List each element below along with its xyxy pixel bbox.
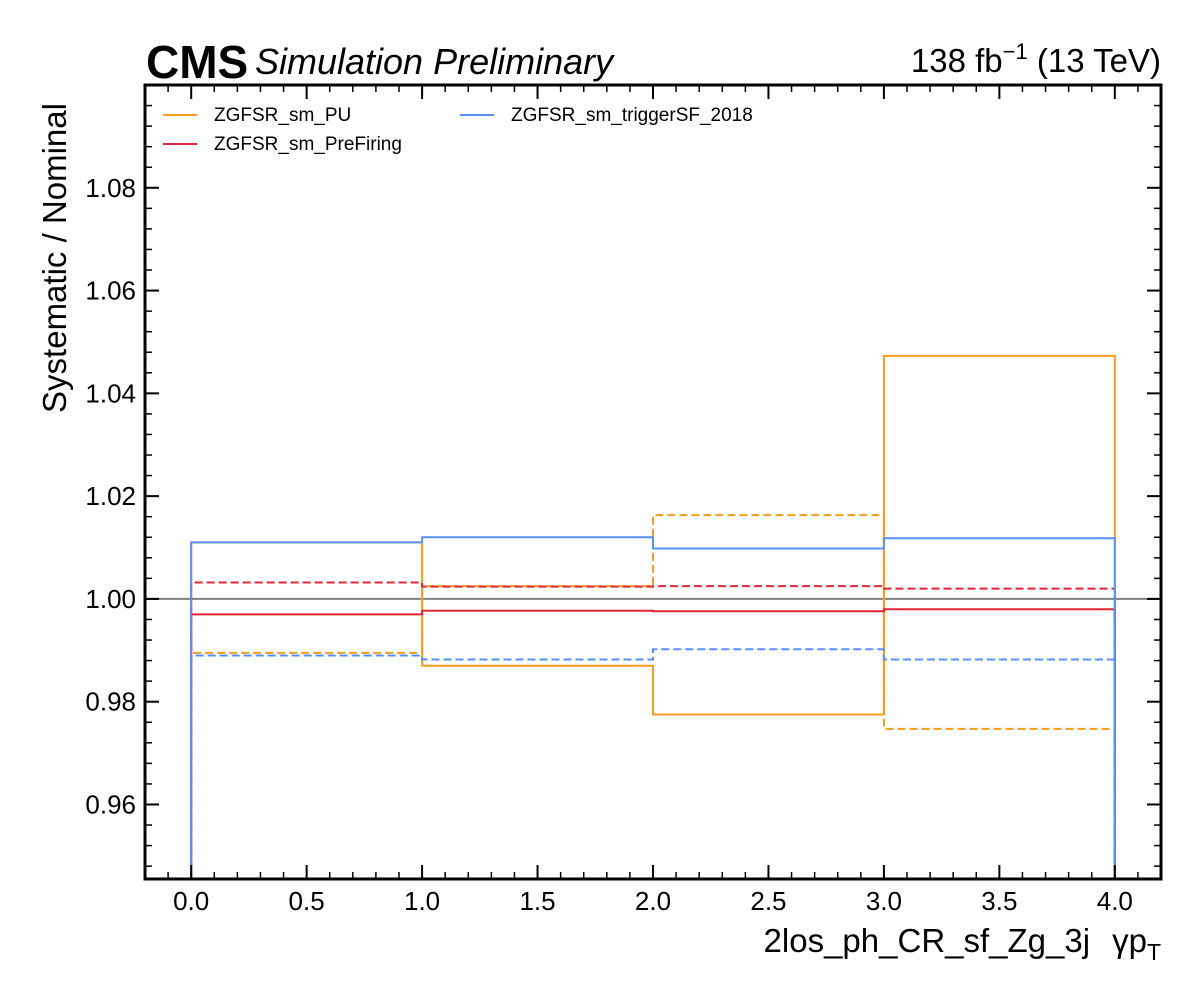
x-axis-title: 2los_ph_CR_sf_Zg_3j γpT (764, 922, 1161, 965)
luminosity-label: 138 fb−1 (13 TeV) (911, 39, 1161, 79)
energy-label: (13 TeV) (1028, 42, 1161, 79)
simulation-preliminary-label: Simulation Preliminary (255, 41, 615, 82)
series-line-prefiring-down (190, 581, 1116, 879)
x-tick-label: 2.0 (635, 886, 671, 916)
x-tick-label: 3.5 (981, 886, 1017, 916)
y-tick-label: 0.98 (85, 687, 136, 717)
legend-label-prefiring: ZGFSR_sm_PreFiring (214, 134, 402, 155)
legend: ZGFSR_sm_PU ZGFSR_sm_PreFiring ZGFSR_sm_tr… (163, 105, 753, 155)
x-tick-label: 4.0 (1097, 886, 1133, 916)
y-axis-title: Systematic / Nominal (36, 103, 73, 413)
lumi-value: 138 fb (911, 42, 1003, 79)
x-tick-label: 3.0 (866, 886, 902, 916)
series-line-pu-up (190, 354, 1116, 879)
cms-label: CMS (146, 36, 248, 88)
y-tick-label: 1.08 (85, 173, 136, 203)
series-line-pu-down (190, 514, 1116, 879)
series-line-trigger-down (190, 648, 1116, 879)
x-tick-label: 1.0 (404, 886, 440, 916)
series-line-prefiring-up (190, 608, 1116, 879)
legend-label-pu: ZGFSR_sm_PU (214, 105, 351, 126)
plot-frame (143, 83, 1163, 881)
y-tick-label: 1.04 (85, 378, 136, 408)
x-tick-label: 0.5 (289, 886, 325, 916)
x-axis-title-main: 2los_ph_CR_sf_Zg_3j (764, 922, 1091, 959)
x-tick-label: 2.5 (750, 886, 786, 916)
y-tick-label: 1.02 (85, 481, 136, 511)
legend-label-trigger: ZGFSR_sm_triggerSF_2018 (511, 105, 753, 126)
x-axis-title-subscript: T (1147, 939, 1161, 965)
y-tick-label: 1.00 (85, 584, 136, 614)
tick-layer: 0.0 0.5 1.0 1.5 2.0 2.5 3.0 3.5 4.0 0.96 0.98 1.00 1… (85, 85, 1161, 916)
data-layer (145, 354, 1161, 879)
lumi-exponent: −1 (1003, 39, 1028, 64)
x-tick-label: 0.0 (173, 886, 209, 916)
x-axis-title-var: γp (1112, 922, 1147, 959)
y-tick-label: 0.96 (85, 789, 136, 819)
series-line-trigger-up (190, 536, 1116, 879)
y-tick-label: 1.06 (85, 276, 136, 306)
x-tick-label: 1.5 (519, 886, 555, 916)
